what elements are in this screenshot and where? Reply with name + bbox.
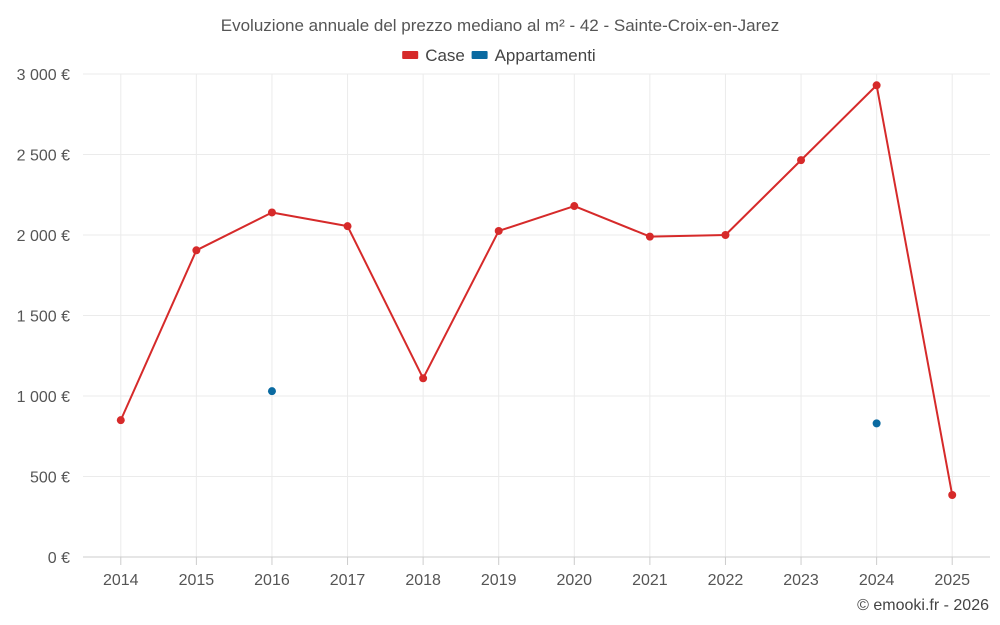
x-tick-label: 2014 (103, 572, 139, 589)
legend-swatch (471, 51, 488, 59)
x-tick-label: 2020 (556, 572, 592, 589)
data-point[interactable] (343, 222, 352, 231)
data-point[interactable] (267, 387, 276, 396)
y-tick-label: 1 500 € (17, 309, 70, 326)
axes: 0 € 500 € 1 000 € 1 500 € 2 000 € 2 500 € 3 00… (17, 67, 990, 589)
legend-item[interactable]: Appartamenti (471, 46, 596, 65)
y-tick-label: 0 € (48, 550, 70, 567)
x-tick-label: 2018 (405, 572, 441, 589)
series-line (119, 84, 954, 496)
x-tick-label: 2025 (934, 572, 970, 589)
data-point[interactable] (645, 232, 654, 241)
grid (83, 73, 990, 557)
data-point[interactable] (570, 202, 579, 211)
y-tick-label: 2 500 € (17, 148, 70, 165)
series-case (116, 81, 957, 500)
chart-title: Evoluzione annuale del prezzo mediano al… (221, 16, 779, 35)
data-point[interactable] (419, 374, 428, 383)
data-point[interactable] (192, 246, 201, 255)
x-tick-label: 2023 (783, 572, 819, 589)
legend-item[interactable]: Case (402, 46, 465, 65)
data-point[interactable] (494, 226, 503, 235)
data-point[interactable] (872, 419, 881, 428)
data-point[interactable] (267, 208, 276, 217)
series (116, 81, 957, 500)
x-tick-label: 2019 (481, 572, 517, 589)
data-point[interactable] (797, 156, 806, 165)
data-point[interactable] (721, 231, 730, 239)
x-tick-label: 2015 (179, 572, 215, 589)
legend-label: Appartamenti (495, 46, 596, 65)
legend-swatch (402, 51, 419, 59)
y-tick-label: 3 000 € (17, 67, 70, 84)
y-tick-label: 1 000 € (17, 389, 70, 406)
data-point[interactable] (116, 416, 125, 425)
credit-text: © emooki.fr - 2026 (857, 597, 989, 614)
legend-label: Case (425, 46, 465, 65)
y-tick-label: 2 000 € (17, 228, 70, 245)
data-point[interactable] (872, 81, 881, 90)
data-point[interactable] (948, 491, 957, 500)
series-appartamenti (267, 387, 881, 428)
x-tick-label: 2016 (254, 572, 290, 589)
x-tick-label: 2022 (708, 572, 744, 589)
legend[interactable]: Case Appartamenti (402, 46, 596, 65)
x-tick-label: 2024 (859, 572, 895, 589)
x-tick-label: 2017 (330, 572, 366, 589)
x-tick-label: 2021 (632, 572, 668, 589)
y-tick-label: 500 € (30, 470, 70, 487)
